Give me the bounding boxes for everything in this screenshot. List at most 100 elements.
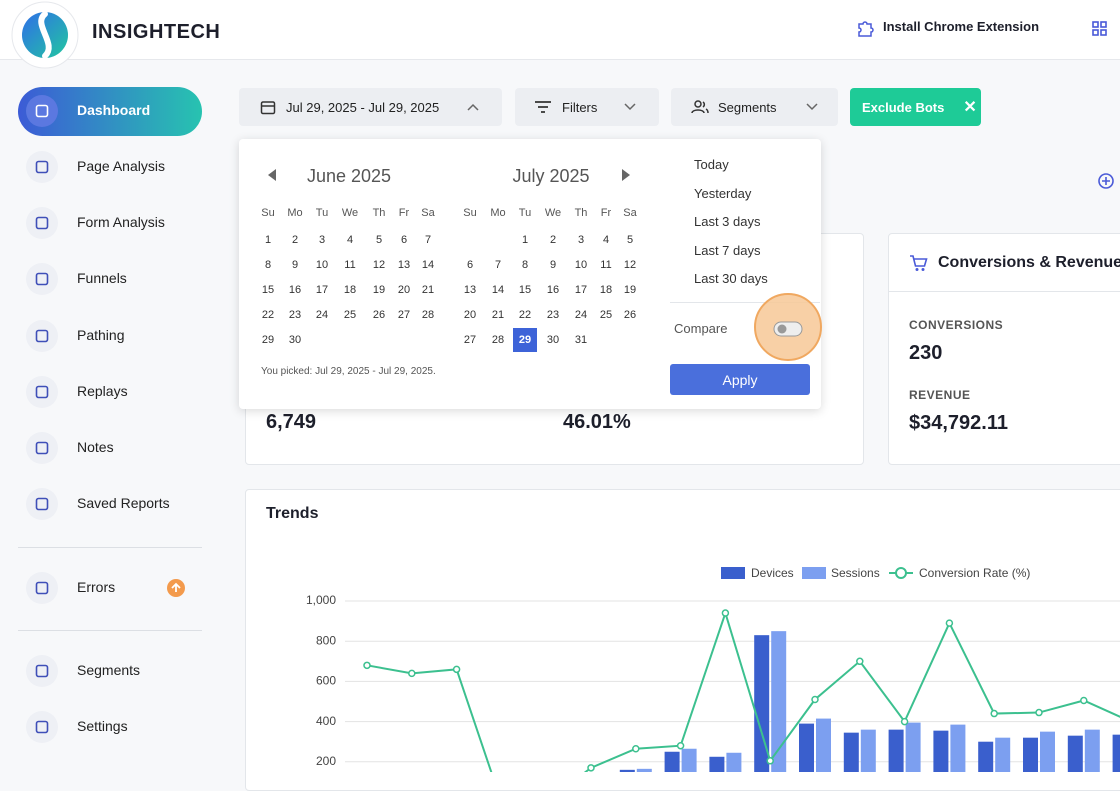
nav-item[interactable]: Dashboard [77,102,151,118]
add-icon[interactable] [1097,172,1115,190]
nav-item[interactable]: Notes [77,439,114,455]
day[interactable]: 7 [494,259,502,271]
nav-item[interactable]: Errors [77,579,116,595]
day[interactable]: 25 [599,309,613,321]
day[interactable]: 24 [574,309,588,321]
day[interactable]: 2 [549,234,557,246]
day[interactable]: 28 [491,334,505,346]
day[interactable]: 18 [599,284,613,296]
day[interactable]: 3 [577,234,585,246]
day[interactable]: 22 [261,309,275,321]
day[interactable]: 26 [372,309,386,321]
day[interactable]: 9 [291,259,299,271]
day[interactable]: 14 [421,259,435,271]
day[interactable]: 20 [397,284,411,296]
chevron-down [806,103,818,111]
legend-marker [895,567,907,579]
day[interactable]: 5 [626,234,634,246]
day[interactable]: 23 [546,309,560,321]
date-picker: June 2025 Su Mo Tu We Th Fr Sa 1 2 3 4 5 6 7 8 9 10 11 12 13… [239,139,823,409]
preset[interactable]: Last 30 days [694,271,768,287]
close-icon[interactable]: ✕ [963,99,977,116]
day[interactable]: 4 [602,234,610,246]
nav-item[interactable]: Segments [77,662,141,678]
selected-day[interactable]: 29 [513,328,537,352]
segments-button[interactable]: Segments [671,88,838,126]
day[interactable]: 11 [600,259,612,271]
day[interactable]: 29 [261,334,275,346]
day[interactable]: 19 [623,284,637,296]
day[interactable]: 4 [346,234,354,246]
apps-icon[interactable] [1092,21,1108,37]
day[interactable]: 26 [623,309,637,321]
day[interactable]: 22 [518,309,532,321]
day[interactable]: 30 [546,334,560,346]
day[interactable]: 25 [343,309,357,321]
compare-label: Compare [674,321,728,336]
day[interactable]: 13 [463,284,477,296]
day[interactable]: 21 [491,309,505,321]
day[interactable]: 15 [261,284,275,296]
day[interactable]: 1 [521,234,529,246]
filters-button[interactable]: Filters [515,88,659,126]
extension-link[interactable]: Install Chrome Extension [883,19,1040,34]
icon-glyph [35,216,49,230]
day[interactable]: 17 [315,284,329,296]
day[interactable]: 28 [421,309,435,321]
preset[interactable]: Today [694,157,729,172]
nav-item[interactable]: Form Analysis [77,214,165,230]
day[interactable]: 12 [623,259,637,271]
picked-text: You picked: Jul 29, 2025 - Jul 29, 2025. [261,366,436,377]
day[interactable]: 14 [491,284,505,296]
day[interactable]: 13 [397,259,411,271]
day[interactable]: 20 [463,309,477,321]
next-month[interactable] [620,169,632,181]
day[interactable]: 24 [315,309,329,321]
divider [670,302,820,303]
compare-toggle[interactable] [753,291,823,361]
day[interactable]: 31 [574,334,588,346]
exclude-bots-label: Exclude Bots [862,99,945,115]
day[interactable]: 8 [521,259,529,271]
day[interactable]: 11 [344,259,356,271]
day[interactable]: 10 [574,259,588,271]
day[interactable]: 23 [288,309,302,321]
exclude-bots-button[interactable]: Exclude Bots ✕ [850,88,981,126]
preset[interactable]: Yesterday [694,185,752,201]
nav-item[interactable]: Funnels [77,270,127,286]
nav-item[interactable]: Settings [77,718,128,734]
day[interactable]: 15 [518,284,532,296]
day[interactable]: 6 [466,259,474,271]
line-point [587,764,595,772]
preset[interactable]: Last 3 days [694,214,761,230]
day[interactable]: 7 [424,234,432,246]
day[interactable]: 8 [264,259,272,271]
day[interactable]: 1 [264,234,272,246]
day[interactable]: 21 [421,284,435,296]
nav-item[interactable]: Pathing [77,327,125,343]
day[interactable]: 27 [463,334,477,346]
day[interactable]: 27 [397,309,411,321]
day[interactable]: 3 [318,234,326,246]
day[interactable]: 12 [372,259,386,271]
day[interactable]: 10 [315,259,329,271]
preset[interactable]: Last 7 days [694,242,761,258]
bar [1040,731,1055,772]
prev-month[interactable] [266,169,278,181]
day[interactable]: 9 [549,259,557,271]
day[interactable]: 30 [288,334,302,346]
day[interactable]: 6 [400,234,408,246]
nav-item[interactable]: Saved Reports [77,495,170,511]
nav-item[interactable]: Page Analysis [77,158,165,174]
day[interactable]: 16 [288,284,302,296]
icon-glyph [35,104,49,118]
date-range-button[interactable]: Jul 29, 2025 - Jul 29, 2025 [239,88,502,126]
nav-item[interactable]: Replays [77,383,128,399]
day[interactable]: 5 [375,234,383,246]
day[interactable]: 18 [343,284,357,296]
day[interactable]: 19 [372,284,386,296]
day[interactable]: 2 [291,234,299,246]
day[interactable]: 16 [546,284,560,296]
day[interactable]: 17 [574,284,588,296]
apply-button[interactable]: Apply [670,364,810,395]
